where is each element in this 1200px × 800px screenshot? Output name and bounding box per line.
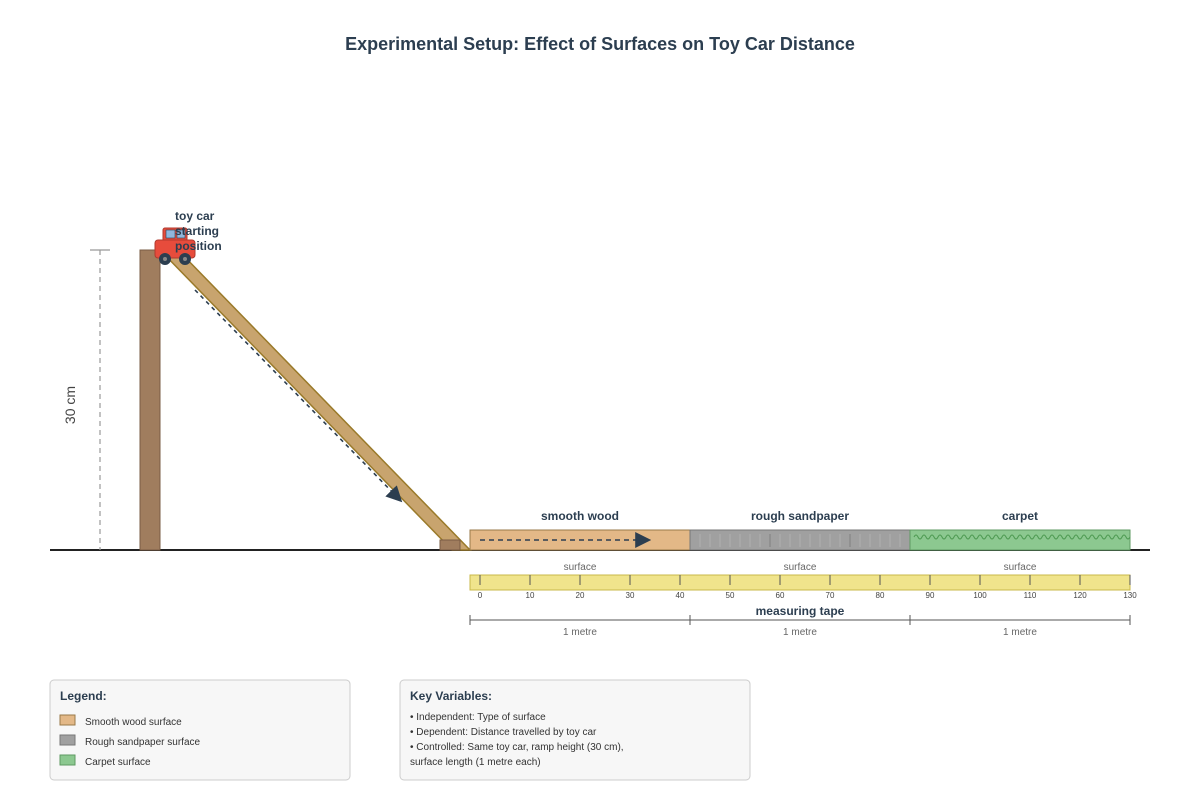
legend-label-carpet: Carpet surface xyxy=(85,757,151,768)
height-dimension: 30 cm xyxy=(62,249,110,550)
tape-tick-label: 80 xyxy=(876,591,885,600)
surface-caption-carpet: surface xyxy=(1004,562,1037,573)
legend-label-sandpaper: Rough sandpaper surface xyxy=(85,737,201,748)
tape-tick-label: 90 xyxy=(926,591,935,600)
surface-caption-sandpaper: surface xyxy=(784,562,817,573)
ramp-support-post xyxy=(139,249,161,551)
tape-tick-label: 40 xyxy=(676,591,685,600)
carpet-surface xyxy=(909,529,1131,551)
ramp-base-block xyxy=(439,539,461,551)
length-label-sandpaper: 1 metre xyxy=(783,627,817,638)
variable-line: surface length (1 metre each) xyxy=(410,757,541,768)
key-variables-title: Key Variables: xyxy=(410,689,492,703)
variable-line: • Controlled: Same toy car, ramp height … xyxy=(410,742,624,753)
car-label-line: toy car xyxy=(175,209,215,223)
legend-swatch-carpet xyxy=(59,754,76,766)
tape-tick-label: 30 xyxy=(626,591,635,600)
length-label-carpet: 1 metre xyxy=(1003,627,1037,638)
length-label-wood: 1 metre xyxy=(563,627,597,638)
variable-line: • Independent: Type of surface xyxy=(410,712,546,723)
variable-line: • Dependent: Distance travelled by toy c… xyxy=(410,727,597,738)
carpet-texture xyxy=(913,534,1131,540)
surfaces xyxy=(469,529,1131,551)
surface-name-carpet: carpet xyxy=(1002,509,1038,523)
tape-tick-label: 20 xyxy=(576,591,585,600)
measuring-tape xyxy=(469,574,1131,591)
diagram-title: Experimental Setup: Effect of Surfaces o… xyxy=(345,34,855,54)
measuring-tape-label: measuring tape xyxy=(756,604,845,618)
sandpaper-texture xyxy=(699,534,901,547)
tape-tick-label: 60 xyxy=(776,591,785,600)
length-dimension xyxy=(469,615,1131,625)
tape-tick-label: 70 xyxy=(826,591,835,600)
ramp-motion-arrow xyxy=(194,289,403,503)
height-label: 30 cm xyxy=(62,386,78,424)
surface-name-sandpaper: rough sandpaper xyxy=(751,509,849,523)
tape-tick-label: 110 xyxy=(1024,591,1037,600)
tape-ticks: 0 10 20 30 40 50 60 70 80 90 100 110 120 130 xyxy=(478,575,1137,600)
surface-name-wood: smooth wood xyxy=(541,509,619,523)
legend-swatch-sandpaper xyxy=(59,734,76,746)
tape-tick-label: 100 xyxy=(973,591,987,600)
surface-caption-wood: surface xyxy=(564,562,597,573)
tape-tick-label: 10 xyxy=(526,591,535,600)
car-label-line: position xyxy=(175,239,222,253)
toy-car xyxy=(154,227,196,265)
car-label-line: starting xyxy=(175,224,219,238)
legend-label-wood: Smooth wood surface xyxy=(85,717,182,728)
legend-box: Legend: Smooth wood surface Rough sandpa… xyxy=(49,679,351,781)
legend-swatch-wood xyxy=(59,714,76,726)
car-label: toy car starting position xyxy=(175,209,222,253)
tape-tick-label: 0 xyxy=(478,591,483,600)
ramp xyxy=(158,249,472,551)
tape-tick-label: 50 xyxy=(726,591,735,600)
tape-tick-label: 130 xyxy=(1123,591,1137,600)
tape-tick-label: 120 xyxy=(1073,591,1087,600)
legend-title: Legend: xyxy=(60,689,107,703)
key-variables-box: Key Variables: • Independent: Type of su… xyxy=(399,679,751,781)
